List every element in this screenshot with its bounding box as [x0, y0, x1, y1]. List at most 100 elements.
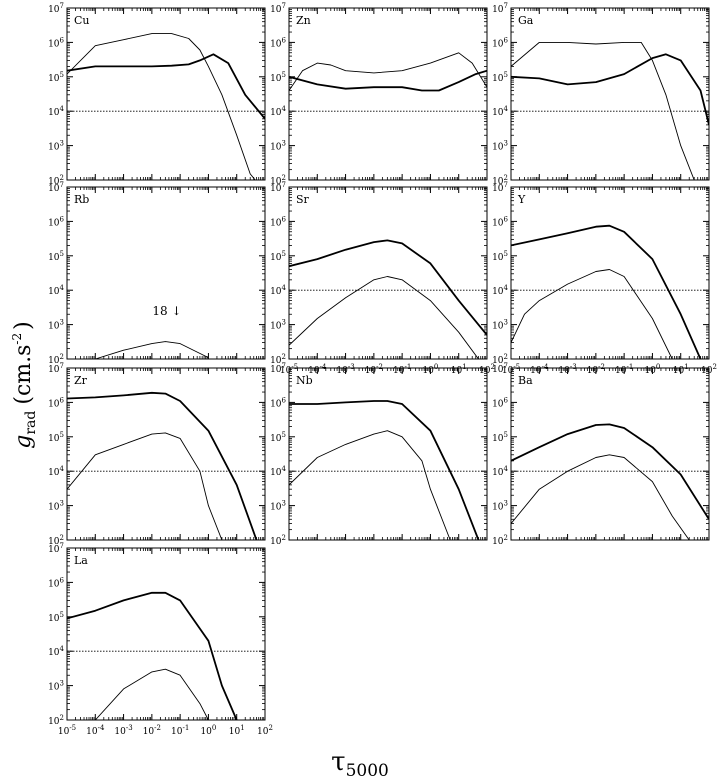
- y-tick-label: 102: [270, 174, 286, 187]
- y-tick-label: 102: [48, 353, 64, 366]
- y-tick-label: 107: [492, 2, 508, 15]
- y-tick-label: 103: [270, 500, 286, 513]
- svg-text:grad(cm.s-2): grad (cm.s-2): [10, 321, 39, 448]
- y-axis-title-unit: (cm.s: [11, 345, 36, 405]
- x-tick-label: 102: [257, 724, 273, 737]
- x-tick-label: 101: [229, 724, 245, 737]
- y-tick-label: 106: [48, 215, 64, 228]
- y-tick-label: 103: [270, 319, 286, 332]
- series-line-thick: [67, 591, 238, 720]
- panel-ba: 102 103 104 105 106 107 Ba: [492, 362, 710, 547]
- y-tick-label: 107: [48, 181, 64, 194]
- x-tick-label: 10-5: [280, 363, 298, 376]
- y-tick-label: 104: [48, 284, 64, 297]
- panel-frame: [288, 367, 488, 541]
- series-line-thin: [511, 269, 673, 359]
- y-tick-label: 104: [270, 105, 286, 118]
- x-tick-label: 100: [200, 724, 216, 737]
- y-tick-label: 106: [48, 36, 64, 49]
- x-tick-label: 10-1: [393, 363, 411, 376]
- x-tick-label: 100: [644, 363, 660, 376]
- y-tick-label: 102: [48, 534, 64, 547]
- panel-frame: [510, 367, 710, 541]
- series-line-thin: [289, 430, 451, 540]
- x-tick-label: 10-2: [365, 363, 383, 376]
- x-axis-title-sub: 5000: [346, 761, 389, 778]
- x-tick-label: 10-4: [530, 363, 549, 376]
- x-axis-title: τ5000: [331, 747, 389, 778]
- y-axis-title-sub: rad: [23, 411, 39, 435]
- panel-title: Zr: [74, 374, 88, 387]
- panel-title: Ba: [518, 374, 533, 387]
- y-tick-label: 103: [270, 140, 286, 153]
- y-tick-label: 103: [48, 680, 64, 693]
- y-tick-label: 106: [492, 36, 508, 49]
- series-line-thin: [511, 41, 695, 180]
- panel-title: Cu: [74, 14, 90, 27]
- y-tick-label: 107: [492, 362, 508, 375]
- y-tick-label: 105: [492, 250, 508, 263]
- y-tick-label: 105: [270, 250, 286, 263]
- series-line-thick: [289, 239, 487, 336]
- y-tick-label: 105: [270, 431, 286, 444]
- x-tick-label: 10-5: [502, 363, 520, 376]
- y-tick-label: 106: [270, 396, 286, 409]
- y-tick-label: 107: [48, 542, 64, 555]
- y-tick-label: 105: [48, 431, 64, 444]
- panel-title: Ga: [518, 14, 534, 27]
- y-tick-label: 106: [492, 396, 508, 409]
- y-tick-label: 107: [48, 362, 64, 375]
- panel-frame: [66, 367, 266, 541]
- x-tick-label: 10-3: [336, 363, 354, 376]
- x-axis-title-main: τ: [331, 747, 345, 777]
- series-line-thin: [67, 33, 256, 180]
- y-tick-label: 106: [270, 36, 286, 49]
- y-tick-label: 107: [270, 362, 286, 375]
- x-tick-label: 10-2: [143, 724, 161, 737]
- panel-title: La: [74, 554, 88, 567]
- panel-frame: [288, 7, 488, 181]
- panel-annotation: 18 ↓: [152, 304, 181, 318]
- y-tick-label: 105: [270, 71, 286, 84]
- panel-title: Nb: [296, 374, 313, 387]
- panel-zn: 102 103 104 105 106 107 Zn: [270, 2, 488, 187]
- x-tick-label: 10-1: [171, 724, 189, 737]
- y-tick-label: 105: [492, 431, 508, 444]
- series-line-thick: [511, 423, 709, 520]
- x-tick-label: 100: [422, 363, 438, 376]
- series-line-thick: [67, 391, 258, 540]
- y-tick-label: 106: [270, 215, 286, 228]
- series-line-thin: [94, 668, 209, 720]
- series-line-thick: [67, 53, 265, 120]
- panel-title: Rb: [74, 193, 89, 206]
- panels-group: 102 103 104 105 106 107 Cu 102 103 104 105 106 107 Zn…: [48, 2, 717, 737]
- x-tick-label: 101: [673, 363, 689, 376]
- series-line-thick: [511, 224, 702, 359]
- y-tick-label: 107: [492, 181, 508, 194]
- y-tick-label: 102: [48, 714, 64, 727]
- y-tick-label: 107: [270, 2, 286, 15]
- series-line-thin: [511, 454, 690, 540]
- y-tick-label: 104: [492, 465, 508, 478]
- series-line-thick: [289, 400, 480, 540]
- x-tick-label: 10-5: [58, 724, 76, 737]
- x-tick-label: 101: [451, 363, 467, 376]
- x-tick-label: 10-1: [615, 363, 633, 376]
- panel-frame: [288, 186, 488, 360]
- y-axis-title-main: g: [11, 435, 36, 449]
- y-tick-label: 104: [48, 105, 64, 118]
- y-tick-label: 105: [492, 71, 508, 84]
- y-tick-label: 103: [48, 500, 64, 513]
- y-tick-label: 102: [492, 174, 508, 187]
- series-line-thin: [95, 341, 209, 359]
- panel-frame: [510, 7, 710, 181]
- panel-title: Y: [517, 193, 526, 206]
- panel-frame: [510, 186, 710, 360]
- panel-frame: [66, 7, 266, 181]
- panel-frame: [66, 547, 266, 721]
- y-tick-label: 102: [492, 534, 508, 547]
- series-line-thick: [511, 53, 709, 126]
